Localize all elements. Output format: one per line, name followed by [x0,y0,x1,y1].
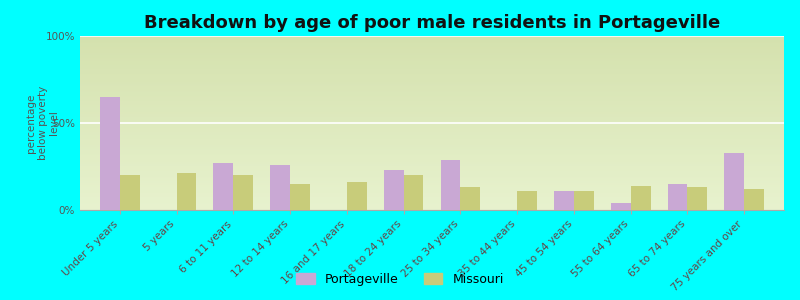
Bar [744,189,764,210]
Bar [347,182,366,210]
Bar [441,160,460,210]
Legend: Portageville, Missouri: Portageville, Missouri [291,268,509,291]
Bar [724,153,744,210]
Bar [270,165,290,210]
Bar [517,191,537,210]
Bar [177,173,196,210]
Bar [100,97,120,210]
Bar [460,188,480,210]
Y-axis label: percentage
below poverty
level: percentage below poverty level [26,86,59,160]
Bar [687,188,707,210]
Title: Breakdown by age of poor male residents in Portageville: Breakdown by age of poor male residents … [144,14,720,32]
Bar [214,163,234,210]
Bar [630,186,650,210]
Bar [120,175,140,210]
Bar [384,170,404,210]
Bar [290,184,310,210]
Bar [574,191,594,210]
Bar [554,191,574,210]
Bar [234,175,253,210]
Bar [668,184,687,210]
Bar [404,175,423,210]
Bar [611,203,630,210]
